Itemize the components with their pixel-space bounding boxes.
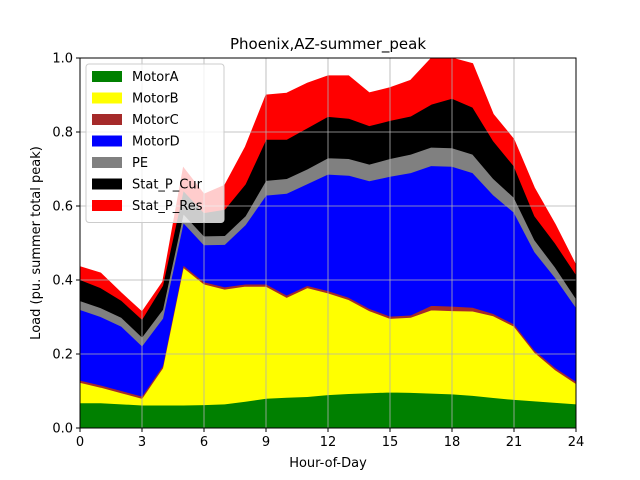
y-tick-label: 0.6 [52, 200, 73, 215]
x-axis: 0 3 6 9 12 15 18 21 24 [76, 428, 584, 450]
x-tick-label: 18 [444, 435, 461, 450]
y-tick-label: 0.2 [52, 348, 73, 363]
x-tick-label: 21 [506, 435, 523, 450]
legend-swatch-pe [92, 157, 122, 168]
y-axis-label: Load (pu. summer total peak) [29, 146, 44, 340]
legend-swatch-motord [92, 135, 122, 147]
legend-swatch-stat-p-cur [92, 178, 122, 190]
x-axis-label: Hour-of-Day [289, 456, 367, 471]
x-tick-label: 12 [320, 435, 337, 450]
legend-label-motord: MotorD [132, 135, 180, 150]
x-tick-label: 9 [262, 435, 270, 450]
y-tick-label: 0.8 [52, 126, 73, 141]
x-tick-label: 0 [76, 435, 84, 450]
y-tick-label: 1.0 [52, 52, 73, 67]
y-tick-label: 0.0 [52, 422, 73, 437]
y-axis: 0.0 0.2 0.4 0.6 0.8 1.0 [52, 52, 80, 437]
x-tick-label: 15 [382, 435, 399, 450]
legend-label-motora: MotorA [132, 70, 179, 85]
legend-label-pe: PE [132, 156, 148, 171]
chart-title: Phoenix,AZ-summer_peak [230, 35, 426, 54]
legend-label-stat-p-cur: Stat_P_Cur [132, 178, 203, 193]
x-tick-label: 24 [568, 435, 585, 450]
legend-label-motorc: MotorC [132, 113, 179, 128]
legend-swatch-motorb [92, 92, 122, 104]
legend: MotorA MotorB MotorC MotorD PE Stat_P_Cur Stat… [85, 63, 225, 223]
x-tick-label: 6 [200, 435, 208, 450]
legend-swatch-motora [92, 71, 122, 82]
x-tick-label: 3 [138, 435, 146, 450]
legend-swatch-stat-p-res [92, 200, 122, 211]
legend-swatch-motorc [92, 114, 122, 125]
legend-label-motorb: MotorB [132, 92, 178, 107]
legend-label-stat-p-res: Stat_P_Res [132, 199, 203, 214]
y-tick-label: 0.4 [52, 274, 73, 289]
